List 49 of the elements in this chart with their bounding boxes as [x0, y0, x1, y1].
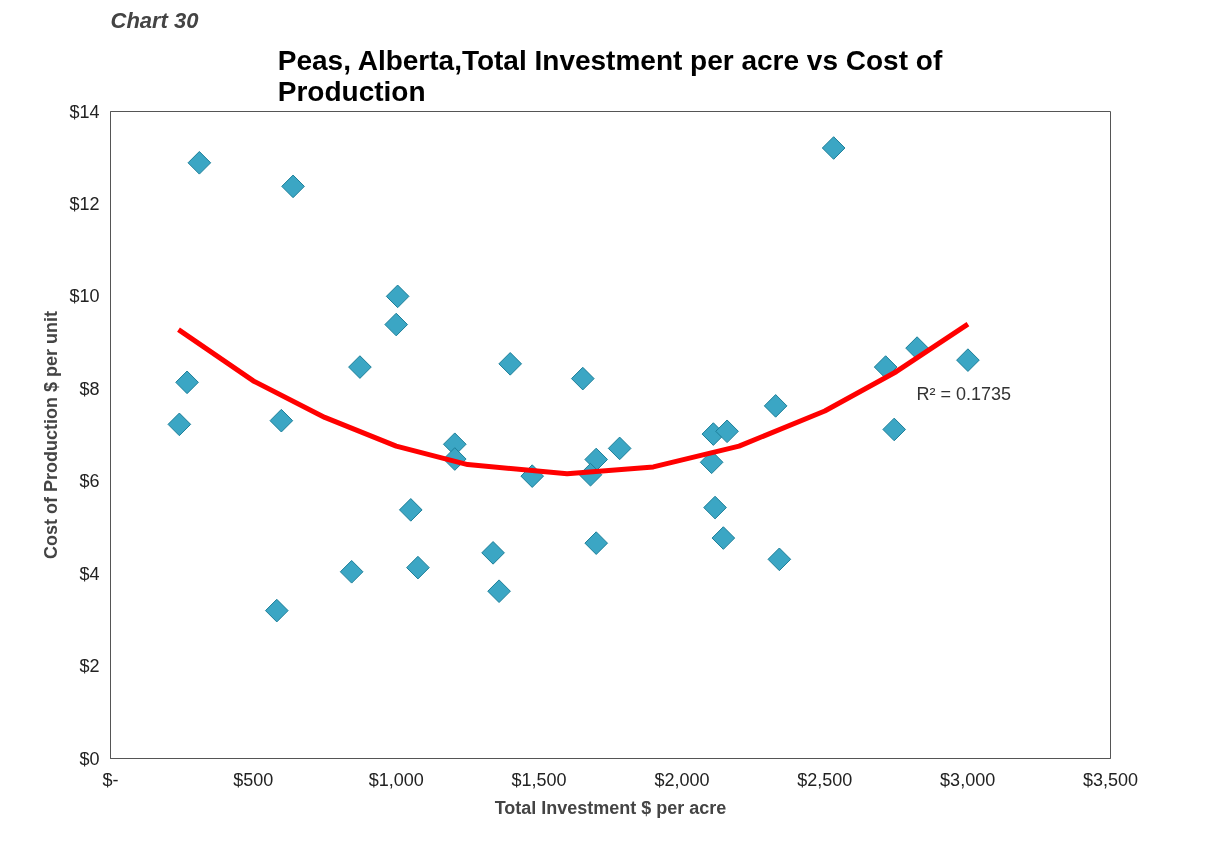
y-tick-label: $6: [79, 471, 100, 492]
annotation: R² = 0.1735: [916, 383, 1012, 404]
point: [281, 174, 305, 199]
point: [711, 526, 736, 550]
y-tick-label: $12: [69, 193, 100, 214]
point: [498, 352, 523, 376]
point: [385, 284, 410, 309]
point: [264, 598, 289, 623]
point: [406, 555, 430, 580]
y-tick-label: $10: [69, 286, 100, 307]
point: [821, 136, 846, 160]
point: [767, 547, 792, 572]
x-tick-label: $2,000: [654, 769, 710, 790]
point: [269, 408, 294, 433]
x-tick-label: $3,500: [1082, 769, 1139, 790]
point: [398, 498, 423, 522]
point: [873, 355, 898, 379]
y-axis-title: Cost of Production $ per unit: [41, 311, 62, 559]
point: [956, 348, 980, 372]
point: [339, 559, 364, 584]
point: [481, 541, 505, 565]
y-tick-label: $14: [69, 101, 100, 122]
x-tick-label: $500: [233, 769, 274, 790]
point: [882, 417, 907, 442]
point: [607, 436, 632, 461]
x-tick-label: $-: [102, 769, 119, 790]
y-tick-label: $2: [79, 656, 100, 677]
chart-title: Peas, Alberta,Total Investment per acre vs Cost of Production: [277, 44, 943, 107]
point: [715, 419, 739, 444]
y-tick-label: $0: [79, 748, 100, 769]
point: [763, 394, 788, 418]
y-tick-label: $8: [79, 378, 100, 399]
y-tick-label: $4: [79, 563, 100, 584]
x-axis-title: Total Investment $ per acre: [494, 797, 727, 818]
point: [570, 366, 595, 391]
x-tick-label: $1,500: [511, 769, 567, 790]
point: [384, 312, 409, 337]
point: [487, 579, 511, 604]
x-tick-label: $2,500: [797, 769, 853, 790]
x-tick-label: $3,000: [940, 769, 996, 790]
caption: Chart 30: [110, 7, 200, 33]
point: [584, 447, 609, 472]
x-tick-label: $1,000: [368, 769, 424, 790]
point: [584, 531, 609, 555]
point: [703, 495, 727, 520]
point: [175, 370, 199, 395]
point: [348, 355, 372, 379]
point: [167, 412, 192, 437]
point: [187, 150, 212, 175]
